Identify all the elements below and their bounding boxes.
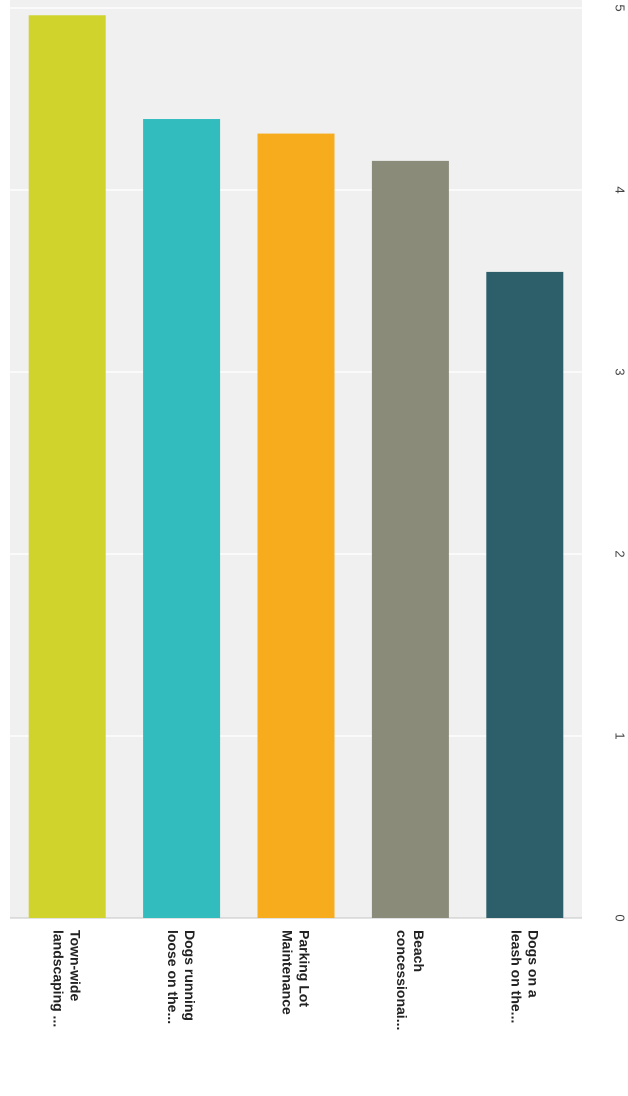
bars <box>28 15 564 918</box>
value-tick-label: 1 <box>613 732 628 739</box>
bar <box>486 271 564 918</box>
category-label: Town-widelandscaping ... <box>51 930 84 1027</box>
category-label-line: loose on the... <box>165 930 181 1024</box>
bar <box>143 119 221 918</box>
category-label-line: Maintenance <box>280 930 296 1015</box>
value-ticks: 0 1 2 3 4 5 <box>613 4 628 921</box>
bar <box>257 133 335 918</box>
category-label: Beachconcessionai... <box>394 930 427 1030</box>
category-label: Dogs runningloose on the... <box>165 930 198 1024</box>
bar <box>28 15 106 918</box>
category-label-line: leash on the... <box>508 930 524 1023</box>
value-tick-label: 4 <box>613 186 628 193</box>
category-label-line: Dogs on a <box>525 930 541 998</box>
value-tick-label: 0 <box>613 914 628 921</box>
category-label-line: landscaping ... <box>51 930 67 1027</box>
category-label: Parking LotMaintenance <box>280 930 313 1015</box>
category-label: Dogs on aleash on the... <box>508 930 541 1023</box>
category-label-line: Town-wide <box>68 930 84 1001</box>
bar <box>371 160 449 918</box>
category-label-line: Parking Lot <box>297 930 313 1007</box>
category-labels: Town-widelandscaping ... Dogs runningloos… <box>51 930 542 1030</box>
value-tick-label: 3 <box>613 368 628 375</box>
category-label-line: concessionai... <box>394 930 410 1030</box>
category-label-line: Beach <box>411 930 427 972</box>
value-tick-label: 5 <box>613 4 628 11</box>
category-label-line: Dogs running <box>182 930 198 1021</box>
value-tick-label: 2 <box>613 550 628 557</box>
